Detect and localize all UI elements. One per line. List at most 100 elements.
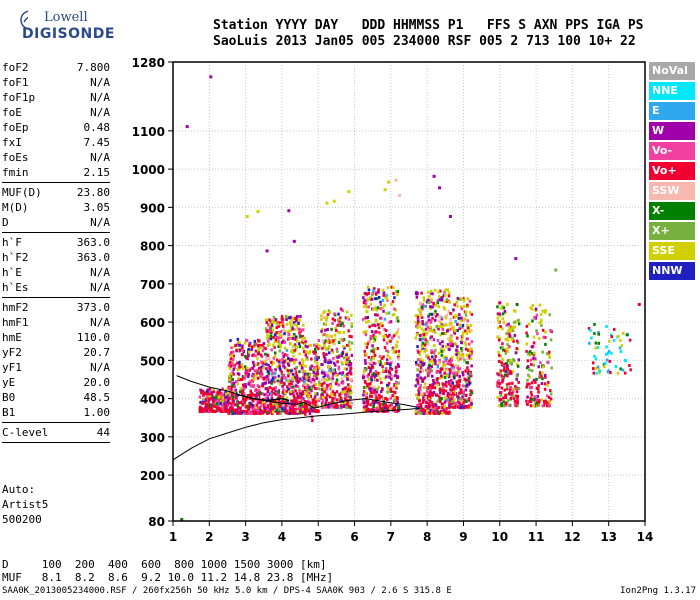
echo-point [593, 322, 596, 326]
echo-point [433, 288, 437, 292]
echo-point [506, 367, 509, 371]
echo-point [383, 328, 386, 331]
echo-point [511, 391, 514, 395]
echo-point [328, 405, 331, 409]
echo-point [323, 310, 326, 314]
echo-point [459, 319, 463, 322]
echo-point [328, 344, 331, 348]
echo-point [543, 402, 546, 406]
echo-point [207, 405, 211, 409]
echo-point [314, 409, 317, 413]
echo-point [470, 350, 473, 354]
echo-point [628, 364, 631, 367]
echo-point [227, 390, 230, 394]
echo-point [392, 286, 395, 290]
echo-point [445, 298, 448, 302]
echo-point [363, 379, 367, 383]
echo-point [389, 407, 392, 411]
echo-point [535, 386, 539, 390]
echo-point [295, 399, 298, 403]
echo-point [284, 402, 288, 406]
echo-point [311, 386, 314, 390]
param-separator [2, 232, 110, 233]
echo-point [307, 393, 310, 397]
echo-point [240, 363, 244, 367]
echo-point [607, 349, 611, 353]
x-tick-label: 4 [278, 530, 286, 544]
echo-point [277, 360, 281, 364]
echo-point [316, 409, 319, 412]
echo-point [270, 394, 274, 398]
echo-point [496, 372, 499, 376]
echo-point [367, 355, 371, 359]
echo-point [442, 391, 445, 395]
echo-point [431, 362, 435, 366]
echo-point [498, 301, 501, 305]
echo-point [449, 380, 453, 384]
echo-point [441, 406, 444, 410]
echo-point [369, 382, 372, 385]
echo-point [466, 375, 469, 379]
echo-point [233, 366, 236, 370]
echo-point [505, 383, 509, 387]
echo-point [247, 354, 250, 358]
echo-point [238, 406, 242, 410]
echo-point [228, 374, 231, 378]
echo-point [441, 388, 445, 392]
param-value: N/A [90, 106, 110, 119]
x-tick-label: 5 [314, 530, 322, 544]
echo-point [385, 293, 388, 297]
echo-point [230, 346, 233, 350]
echo-point [313, 351, 316, 355]
echo-point [372, 347, 375, 351]
echo-point [619, 339, 622, 342]
echo-point [450, 321, 453, 325]
echo-point [386, 406, 390, 410]
echo-point [512, 389, 515, 393]
echo-point [280, 317, 284, 321]
echo-point [443, 400, 447, 404]
param-value: 373.0 [76, 301, 110, 314]
echo-point [593, 332, 596, 336]
echo-point [292, 354, 295, 358]
param-key: yE [2, 376, 16, 389]
echo-point [325, 352, 328, 356]
echo-point [343, 346, 346, 350]
echo-point [446, 411, 450, 415]
echo-point [273, 333, 277, 337]
echo-point [323, 395, 326, 399]
echo-point [516, 396, 519, 400]
echo-point [507, 322, 510, 326]
echo-point [508, 369, 512, 373]
echo-point [456, 297, 460, 300]
echo-point [221, 387, 224, 391]
echo-point [324, 405, 327, 409]
echo-point [364, 305, 368, 309]
echo-point [506, 370, 509, 374]
legend-item-x: X+ [649, 222, 695, 240]
echo-point [445, 398, 448, 402]
echo-point [497, 320, 500, 323]
echo-point [385, 341, 389, 345]
echo-point [320, 317, 323, 321]
echo-point [512, 396, 516, 400]
echo-point [548, 313, 551, 317]
echo-point [437, 406, 441, 409]
echo-point [446, 343, 450, 347]
echo-point [462, 384, 465, 388]
echo-point [470, 329, 473, 333]
echo-point [280, 379, 283, 383]
echo-point [429, 409, 433, 412]
echo-point [594, 366, 598, 370]
echo-point [444, 411, 448, 415]
echo-point [414, 320, 417, 324]
echo-point [328, 368, 331, 372]
echo-point [323, 381, 326, 385]
echo-point [362, 370, 366, 374]
echo-point [274, 351, 277, 355]
echo-point [429, 305, 432, 309]
echo-point [304, 364, 307, 368]
echo-point [270, 320, 273, 324]
echo-point [369, 358, 373, 361]
echo-point [512, 394, 515, 398]
